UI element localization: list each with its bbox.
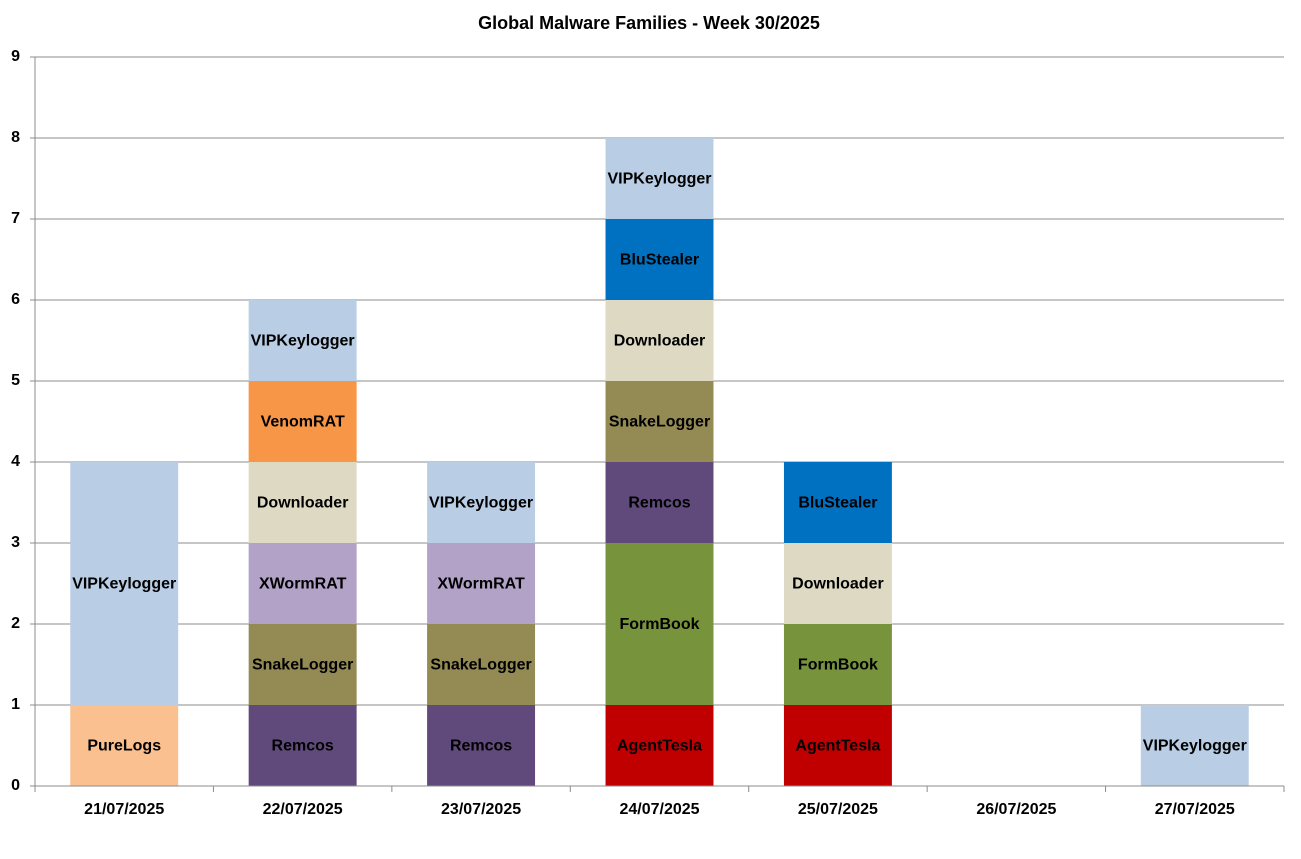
segment-label: SnakeLogger: [252, 657, 353, 674]
bar-segment: [248, 624, 357, 705]
bar-segment: [605, 138, 714, 219]
bar-segment: [70, 462, 179, 705]
segment-label: BluStealer: [620, 252, 699, 269]
bar-segment: [783, 624, 892, 705]
y-tick-label: 5: [11, 372, 20, 389]
segment-label: VIPKeylogger: [251, 333, 355, 350]
bar-segment: [427, 462, 536, 543]
x-tick-label: 22/07/2025: [263, 801, 343, 818]
segment-label: VIPKeylogger: [607, 171, 711, 188]
bar-segment: [1140, 705, 1249, 786]
segment-label: VIPKeylogger: [72, 576, 176, 593]
segment-label: AgentTesla: [617, 738, 702, 755]
bar-segment: [783, 705, 892, 786]
y-tick-label: 1: [11, 696, 20, 713]
segment-label: VenomRAT: [261, 414, 345, 431]
bar-segment: [605, 381, 714, 462]
bar-segment: [427, 543, 536, 624]
bar-segment: [605, 462, 714, 543]
segment-label: FormBook: [798, 657, 878, 674]
bar-segment: [783, 543, 892, 624]
y-tick-label: 7: [11, 210, 20, 227]
y-tick-label: 6: [11, 291, 20, 308]
segment-label: Remcos: [628, 495, 690, 512]
chart-title: Global Malware Families - Week 30/2025: [478, 13, 820, 33]
bar-segment: [605, 219, 714, 300]
segment-label: Remcos: [272, 738, 334, 755]
bar-segment: [70, 705, 179, 786]
bar-segment: [248, 543, 357, 624]
segment-label: SnakeLogger: [430, 657, 531, 674]
segment-label: SnakeLogger: [609, 414, 710, 431]
x-tick-label: 23/07/2025: [441, 801, 521, 818]
y-tick-label: 8: [11, 129, 20, 146]
y-tick-label: 0: [11, 777, 20, 794]
segment-label: XWormRAT: [259, 576, 347, 593]
segment-label: AgentTesla: [795, 738, 880, 755]
segment-label: VIPKeylogger: [1143, 738, 1247, 755]
y-tick-label: 3: [11, 534, 20, 551]
x-tick-label: 21/07/2025: [84, 801, 164, 818]
bar-segment: [605, 705, 714, 786]
segment-label: PureLogs: [87, 738, 161, 755]
segment-label: Downloader: [614, 333, 706, 350]
segment-label: FormBook: [620, 616, 700, 633]
bar-segment: [248, 381, 357, 462]
segment-label: BluStealer: [798, 495, 877, 512]
x-tick-label: 25/07/2025: [798, 801, 878, 818]
y-tick-label: 2: [11, 615, 20, 632]
segment-label: VIPKeylogger: [429, 495, 533, 512]
y-tick-label: 4: [11, 453, 20, 470]
bar-segment: [248, 705, 357, 786]
segment-label: XWormRAT: [437, 576, 525, 593]
x-tick-label: 27/07/2025: [1155, 801, 1235, 818]
bar-segment: [605, 300, 714, 381]
bar-segment: [783, 462, 892, 543]
bar-segment: [248, 462, 357, 543]
segment-label: Downloader: [792, 576, 884, 593]
bar-segment: [427, 705, 536, 786]
x-tick-label: 26/07/2025: [976, 801, 1056, 818]
segment-label: Downloader: [257, 495, 349, 512]
bar-segment: [605, 543, 714, 705]
segment-label: Remcos: [450, 738, 512, 755]
x-tick-label: 24/07/2025: [619, 801, 699, 818]
bar-segment: [248, 300, 357, 381]
y-tick-label: 9: [11, 48, 20, 65]
bar-segment: [427, 624, 536, 705]
